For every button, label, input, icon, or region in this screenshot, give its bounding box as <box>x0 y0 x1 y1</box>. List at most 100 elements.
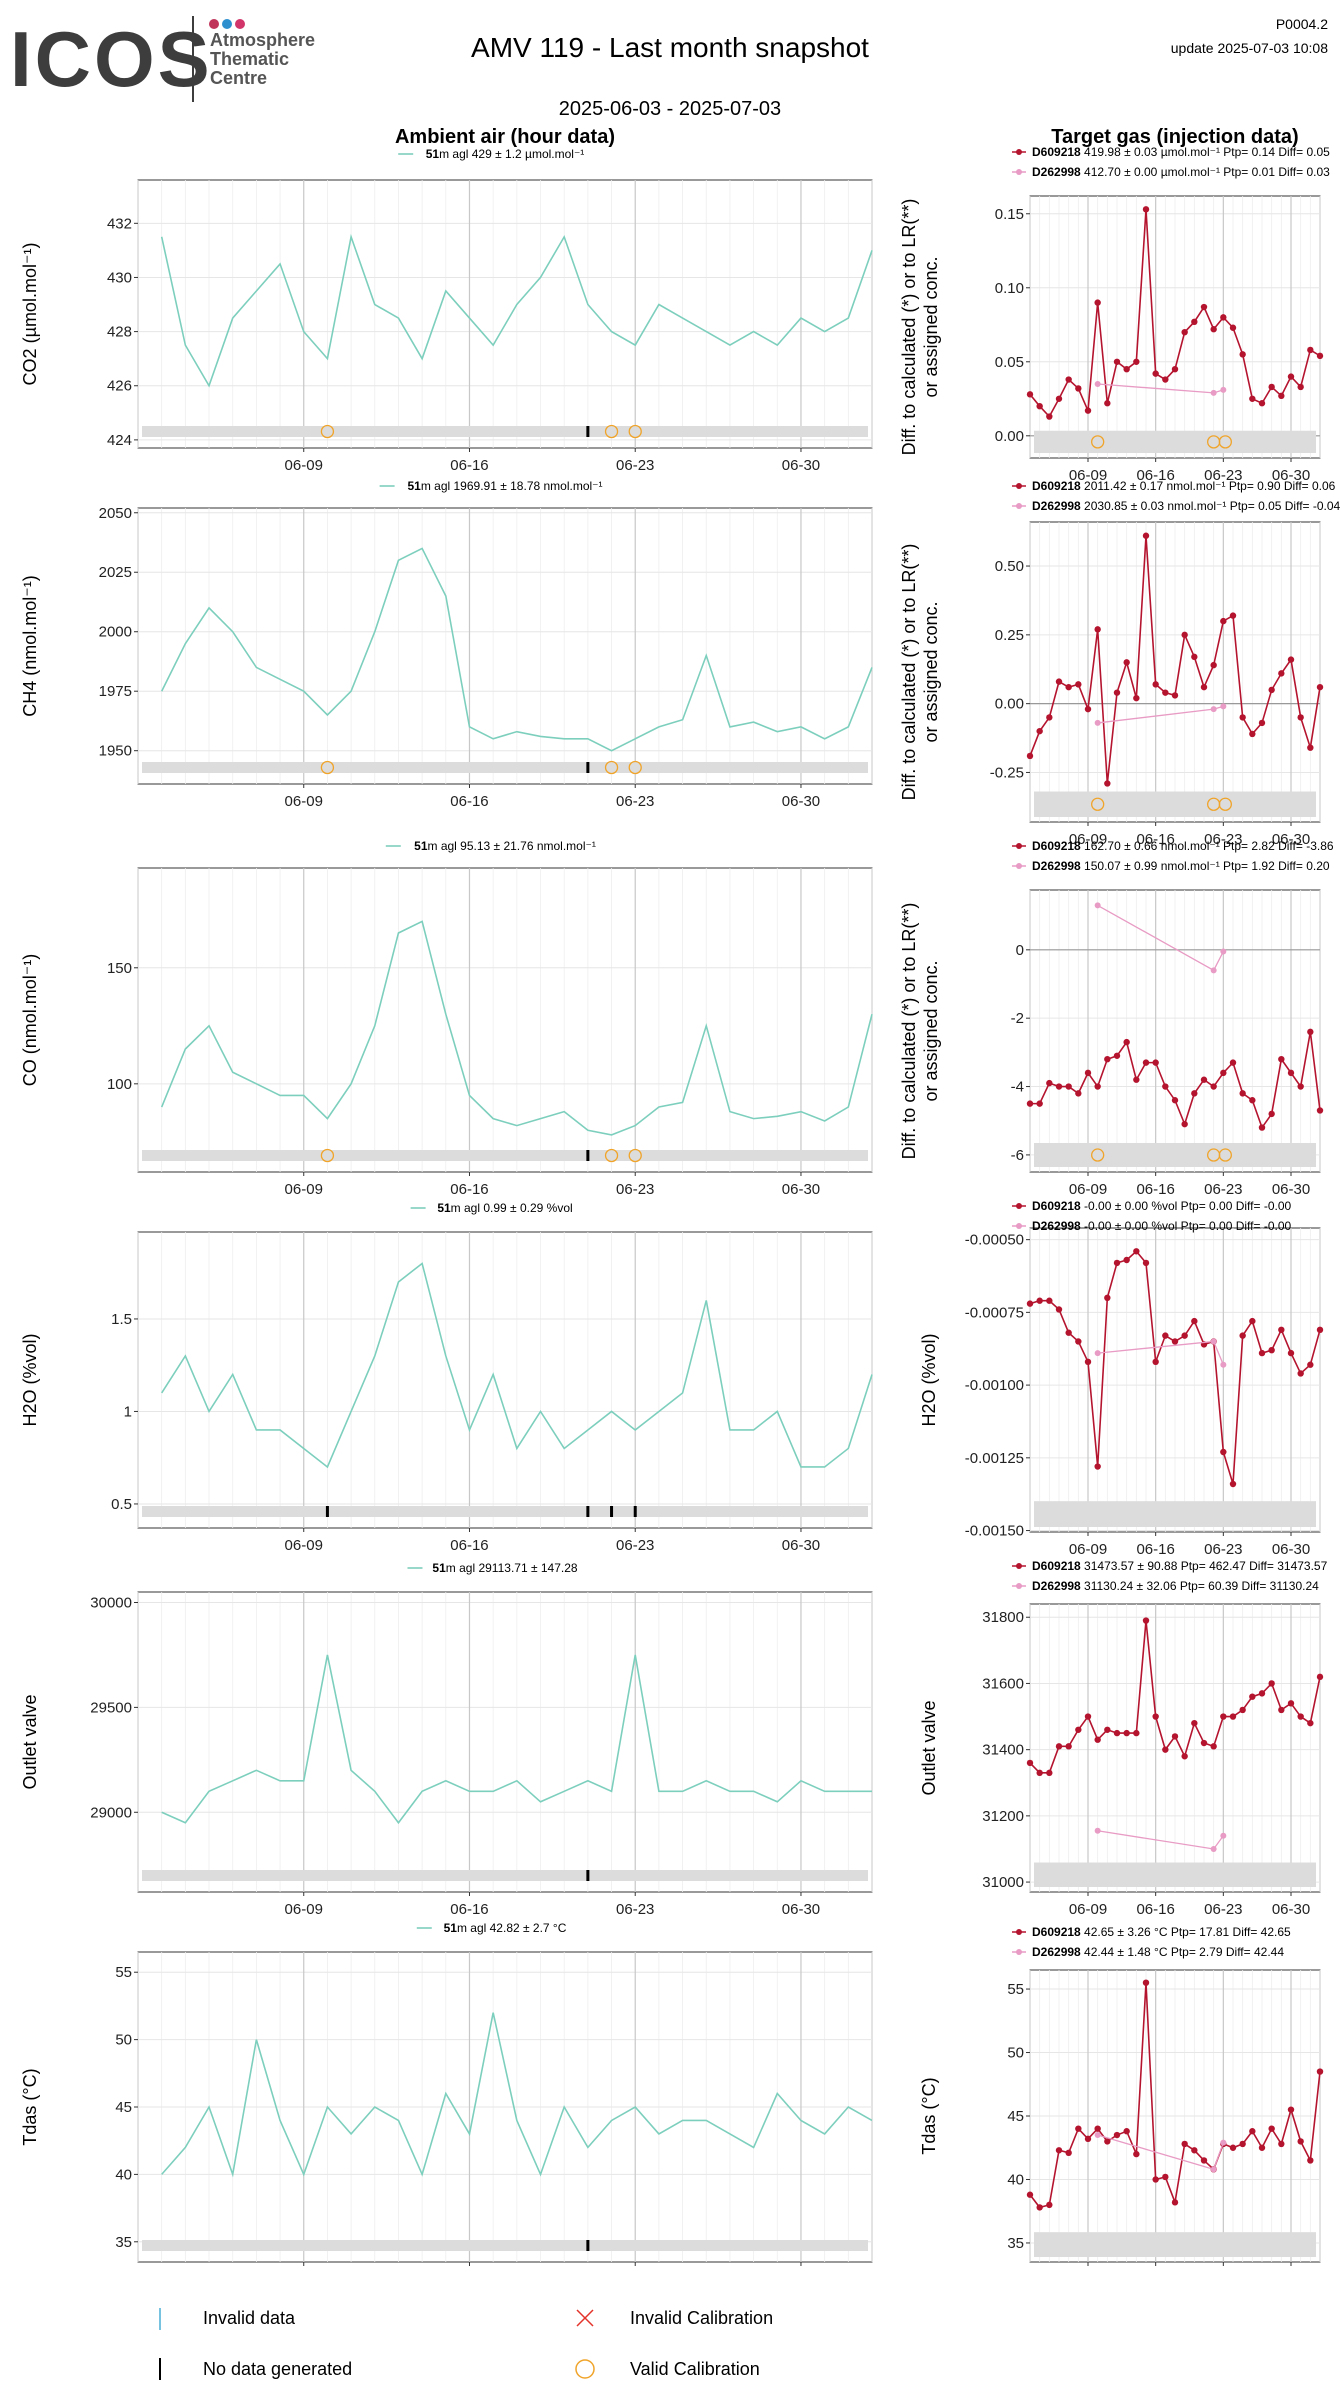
x-tick-label: 06-23 <box>616 793 654 810</box>
point-D609218 <box>1239 714 1246 721</box>
status-band <box>1034 1143 1316 1167</box>
y-tick-label: 29500 <box>90 1699 132 1716</box>
point-D609218 <box>1171 1338 1179 1345</box>
no-data-marker <box>586 1870 590 1881</box>
point-D262998 <box>1220 703 1227 710</box>
valid-calibration-marker <box>320 1148 335 1163</box>
point-D262998 <box>1094 902 1101 909</box>
no-data-marker <box>586 1506 590 1517</box>
x-tick-label: 06-16 <box>1136 467 1174 484</box>
point-D609218 <box>1036 402 1043 410</box>
point-D609218 <box>1297 383 1304 391</box>
point-D609218 <box>1181 1120 1188 1128</box>
point-D609218 <box>1036 2204 1043 2211</box>
point-D609218 <box>1065 1743 1072 1750</box>
ambient-section-title: Ambient air (hour data) <box>394 126 615 148</box>
point-D609218 <box>1287 1069 1295 1077</box>
point-D609218 <box>1278 392 1285 400</box>
point-D609218 <box>1142 206 1150 213</box>
logo-dots <box>209 16 248 34</box>
y-axis-label: H2O (%vol) <box>20 1333 40 1426</box>
point-D609218 <box>1239 1332 1246 1339</box>
no-data-marker <box>633 1506 637 1517</box>
point-D609218 <box>1249 730 1256 738</box>
y-tick-label: 0.15 <box>995 206 1024 223</box>
point-D609218 <box>1181 631 1188 639</box>
x-tick-label: 06-30 <box>1272 831 1310 848</box>
point-D609218 <box>1268 686 1275 694</box>
point-D609218 <box>1084 705 1092 713</box>
x-tick-label: 06-23 <box>1204 1901 1242 1918</box>
point-D609218 <box>1046 1297 1053 1304</box>
point-D609218 <box>1268 1680 1275 1687</box>
point-D262998 <box>1094 719 1101 726</box>
point-D609218 <box>1113 1729 1121 1737</box>
point-D609218 <box>1278 1056 1285 1063</box>
point-D609218 <box>1316 1326 1324 1334</box>
valid-calibration-marker <box>628 424 642 439</box>
x-tick-label: 06-09 <box>285 793 323 810</box>
point-D609218 <box>1171 1097 1179 1104</box>
point-D609218 <box>1297 2138 1304 2145</box>
chart-ch4: 1950 1975 2000 2025 2050 06-09 06-16 06-23 06-30… <box>20 479 873 810</box>
series-legend-D262998: D262998 150.07 ± 0.99 nmol.mol⁻¹ Ptp= 1.… <box>1012 859 1330 873</box>
plot-frame <box>137 1231 873 1529</box>
status-band <box>142 426 868 437</box>
legend-text: 51m agl 95.13 ± 21.76 nmol.mol⁻¹ <box>414 839 596 853</box>
point-D609218 <box>1278 670 1285 677</box>
point-D609218 <box>1094 1083 1101 1090</box>
point-D609218 <box>1316 1673 1324 1681</box>
valid-calibration-marker <box>604 1148 619 1163</box>
chart-co: 100 150 06-09 06-16 06-23 06-30 CO (nmol.mol⁻¹… <box>20 839 873 1198</box>
point-D609218 <box>1278 1326 1285 1334</box>
point-D609218 <box>1181 1332 1188 1339</box>
legend-swatch-point <box>1016 863 1022 869</box>
point-D609218 <box>1026 752 1034 760</box>
plot-frame <box>137 1591 873 1893</box>
no-data-marker <box>586 762 590 773</box>
point-D609218 <box>1171 692 1179 699</box>
point-D609218 <box>1316 2068 1324 2075</box>
x-tick-label: 06-09 <box>1069 831 1107 848</box>
y-tick-label: 424 <box>107 432 132 449</box>
point-D262998 <box>1210 2166 1217 2173</box>
y-tick-label: 30000 <box>90 1594 132 1611</box>
point-D609218 <box>1268 383 1275 391</box>
point-D609218 <box>1258 2144 1266 2151</box>
legend-text: D609218 31473.57 ± 90.88 Ptp= 462.47 Dif… <box>1032 1559 1328 1573</box>
point-D609218 <box>1268 1346 1275 1354</box>
y-axis-label: CH4 (nmol.mol⁻¹) <box>20 575 40 717</box>
logo-subtitle-line: Thematic <box>210 49 290 69</box>
series-legend: 51m agl 429 ± 1.2 µmol.mol⁻¹ <box>398 147 584 161</box>
point-D609218 <box>1055 1083 1063 1090</box>
status-band <box>1034 430 1316 453</box>
no-data-marker <box>586 426 590 437</box>
point-D262998 <box>1210 389 1217 396</box>
legend-invalid-calibration: Invalid Calibration <box>630 2308 774 2328</box>
point-D609218 <box>1026 2191 1034 2198</box>
point-D609218 <box>1142 1617 1150 1624</box>
legend-text: D262998 31130.24 ± 32.06 Ptp= 60.39 Diff… <box>1032 1579 1319 1593</box>
series-legend-D262998: D262998 42.44 ± 1.48 °C Ptp= 2.79 Diff= … <box>1012 1945 1284 1959</box>
y-tick-label: 40 <box>1007 2171 1024 2188</box>
point-D609218 <box>1287 1349 1295 1357</box>
series-legend-D609218: D609218 42.65 ± 3.26 °C Ptp= 17.81 Diff=… <box>1012 1925 1291 1939</box>
y-tick-label: 29000 <box>90 1804 132 1821</box>
y-axis-label: Tdas (°C) <box>919 2077 939 2154</box>
point-D609218 <box>1055 678 1063 685</box>
point-D262998 <box>1094 1350 1101 1357</box>
icos-logo: ICOS <box>10 15 213 103</box>
point-D609218 <box>1287 1700 1295 1707</box>
series-legend-D609218: D609218 419.98 ± 0.03 µmol.mol⁻¹ Ptp= 0.… <box>1012 145 1330 159</box>
point-D609218 <box>1055 2147 1063 2154</box>
point-D609218 <box>1229 2144 1237 2151</box>
valid-calibration-marker <box>320 424 335 439</box>
point-D609218 <box>1297 714 1304 721</box>
target-section-title: Target gas (injection data) <box>1051 126 1299 148</box>
x-tick-label: 06-16 <box>450 793 488 810</box>
status-band <box>142 762 868 773</box>
point-D609218 <box>1075 1338 1082 1345</box>
y-tick-label: 31200 <box>982 1808 1024 1825</box>
point-D609218 <box>1046 1079 1053 1087</box>
x-tick-label: 06-09 <box>285 1537 323 1554</box>
